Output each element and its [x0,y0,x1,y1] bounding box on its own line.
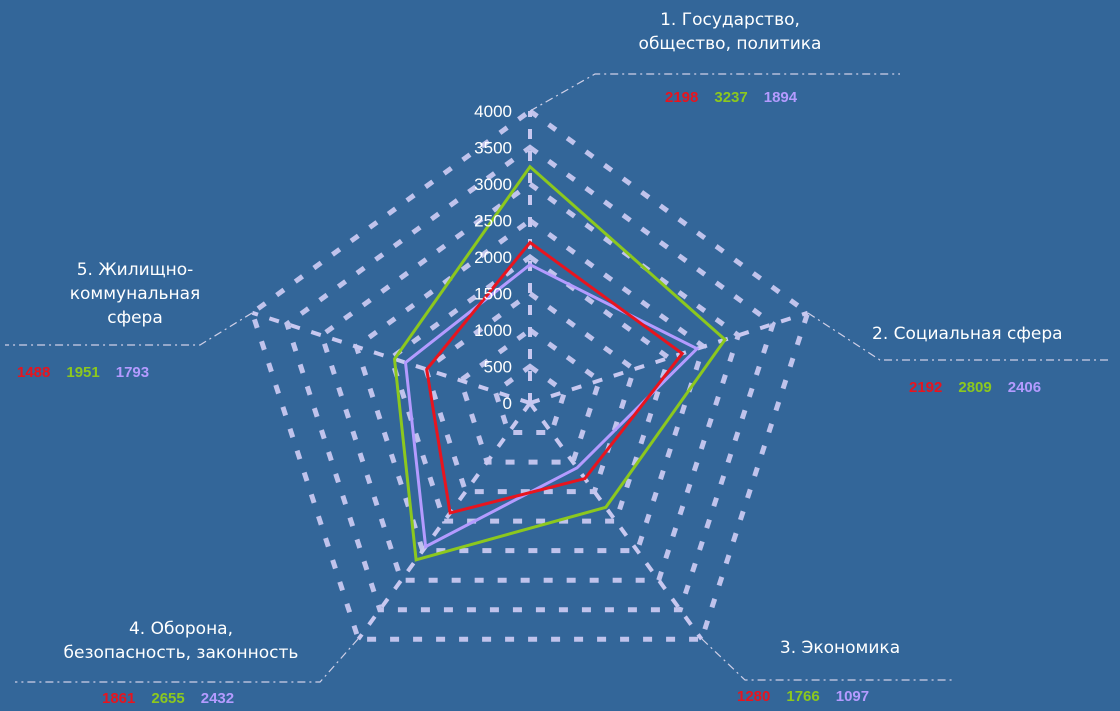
category-label-1: 1. Государство, общество, политика [638,10,822,54]
leader-line-5 [5,312,253,346]
radar-grid [249,107,811,642]
leader-line-3 [701,638,955,681]
axis-spoke-5 [251,310,531,405]
grid-ring [422,290,638,495]
radar-series [392,164,728,562]
value-label: 1951 [66,364,100,381]
value-label: 2192 [909,379,943,396]
radial-tick-label: 2500 [474,212,512,231]
value-label: 2809 [958,379,992,396]
value-label: 2406 [1007,379,1042,396]
value-label: 3237 [714,89,748,106]
value-label: 1861 [102,690,136,707]
radial-tick-label: 3500 [474,139,512,158]
radial-tick-label: 3000 [474,175,512,194]
value-label: 1793 [115,364,150,381]
axis-spoke-2 [529,310,809,405]
value-label: 2198 [665,89,699,106]
value-label: 1280 [737,688,771,705]
values-category-4: 1861 2655 2432 [102,690,234,707]
values-category-2: 2192 2809 2406 [909,379,1041,396]
radar-axes [251,111,809,641]
grid-ring [353,217,707,554]
value-label: 1097 [835,688,870,705]
axis-spoke-3 [528,401,704,641]
category-label-4: 4. Оборона, безопасность, законность [63,619,299,663]
category-label-5: 5. Жилищно- коммунальная сфера [69,260,201,328]
radial-tick-label: 1000 [474,321,512,340]
category-label-2: 2. Социальная сфера [872,324,1063,344]
axis-spoke-4 [356,401,532,641]
grid-ring [318,180,742,583]
radial-tick-label: 2000 [474,248,512,267]
grid-ring [249,107,811,642]
leader-line-1 [529,73,900,112]
value-label: 2432 [200,690,235,707]
label-leader-lines [5,73,1110,683]
category-label-3: 3. Экономика [779,638,901,658]
leader-line-2 [807,312,1110,361]
values-category-1: 2198 3237 1894 [665,89,797,106]
leader-line-4 [15,638,359,683]
value-label: 1766 [786,688,820,705]
radial-tick-labels: 0 500 1000 1500 2000 2500 3000 3500 4000 [474,102,512,413]
grid-ring [457,326,603,465]
radial-tick-label: 1500 [474,285,512,304]
radial-tick-label: 500 [484,358,512,377]
series-1-line [425,240,685,515]
values-category-3: 1280 1766 1097 [737,688,869,705]
series-2-line [392,164,728,562]
value-label: 1894 [763,89,798,106]
grid-ring [388,253,672,524]
value-label: 1488 [17,364,51,381]
radial-tick-label: 4000 [474,102,512,121]
series-3-line [403,262,700,549]
values-category-5: 1488 1951 1793 [17,364,149,381]
radial-tick-label: 0 [503,394,512,413]
value-label: 2655 [151,690,185,707]
